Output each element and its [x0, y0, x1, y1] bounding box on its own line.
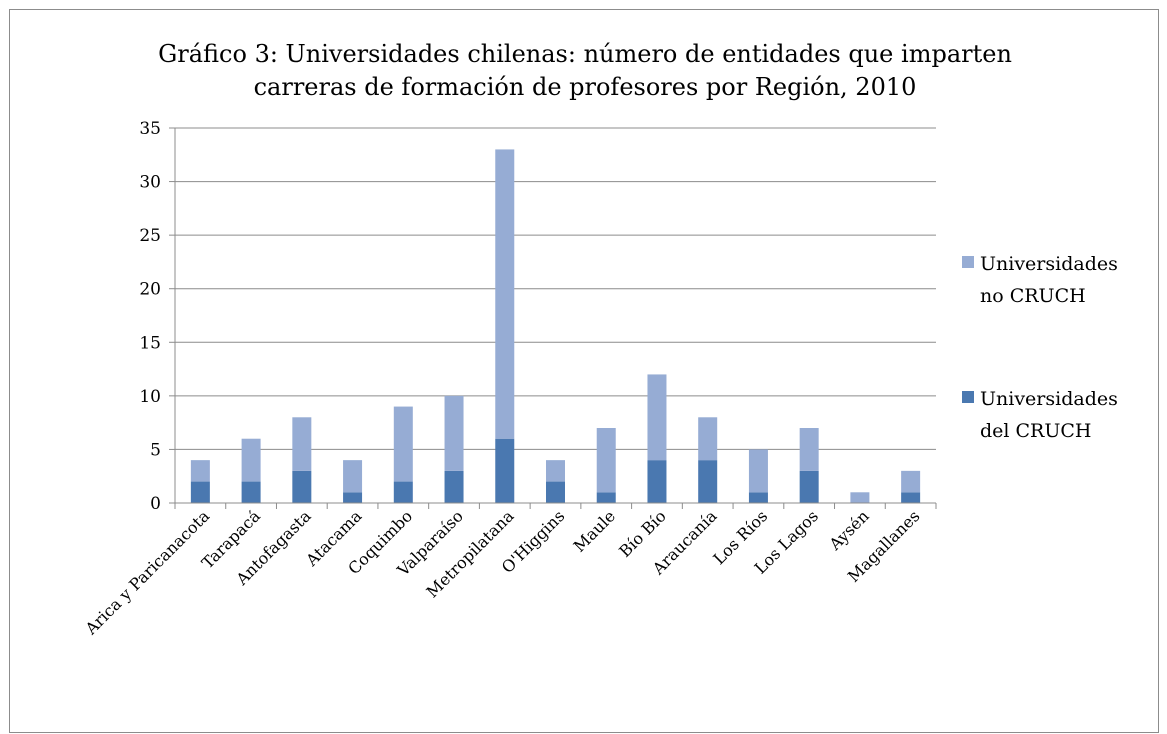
- y-tick-label: 5: [150, 440, 161, 460]
- x-category-label: Metropilatana: [423, 506, 518, 601]
- bar-segment-cruch: [241, 481, 261, 503]
- bar-segment-no-cruch: [698, 417, 718, 461]
- bar-segment-no-cruch: [850, 492, 870, 503]
- bar-segment-cruch: [444, 470, 464, 503]
- bar-segment-cruch: [799, 470, 819, 503]
- bar-segment-no-cruch: [799, 428, 819, 471]
- bar-segment-cruch: [292, 470, 312, 503]
- bar-segment-no-cruch: [495, 149, 515, 439]
- bar-segment-no-cruch: [241, 438, 261, 482]
- chart-svg: Gráfico 3: Universidades chilenas: númer…: [81, 40, 1118, 639]
- bar-segment-no-cruch: [596, 428, 616, 493]
- bar-segment-cruch: [393, 481, 413, 503]
- y-tick-label: 10: [139, 387, 161, 407]
- bar-segment-cruch: [190, 481, 210, 503]
- bar-segment-no-cruch: [190, 460, 210, 482]
- bar-segment-no-cruch: [546, 460, 565, 482]
- chart-title-line: Gráfico 3: Universidades chilenas: númer…: [158, 40, 1012, 68]
- bar-segment-cruch: [596, 492, 616, 503]
- bar-segment-cruch: [546, 481, 565, 503]
- bar-segment-cruch: [647, 460, 667, 503]
- bar-segment-no-cruch: [748, 449, 768, 493]
- x-axis-category-labels: Arica y ParicanacotaTarapacáAntofagastaA…: [81, 506, 924, 639]
- bar-segment-no-cruch: [901, 470, 921, 493]
- bar-segment-cruch: [698, 460, 718, 503]
- y-axis-tick-labels: 0 5 10 15 20 25 30 35: [139, 119, 161, 514]
- bar-segment-cruch: [901, 492, 921, 503]
- x-category-label: Maule: [570, 506, 619, 555]
- legend-label: Universidades: [980, 253, 1118, 275]
- x-category-label: Arica y Paricanacota: [81, 506, 214, 639]
- y-tick-label: 30: [139, 173, 161, 193]
- chart-title-line: carreras de formación de profesores por …: [254, 73, 917, 101]
- legend-label: no CRUCH: [980, 285, 1086, 307]
- y-tick-label: 35: [139, 119, 161, 139]
- bar-segment-no-cruch: [647, 374, 667, 461]
- bars: [190, 149, 921, 503]
- chart-frame: Gráfico 3: Universidades chilenas: númer…: [9, 9, 1159, 733]
- bar-segment-no-cruch: [343, 460, 363, 493]
- y-tick-label: 15: [139, 333, 161, 353]
- y-tick-label: 0: [150, 494, 161, 514]
- bar-segment-cruch: [495, 438, 515, 503]
- legend-swatch: [962, 391, 974, 403]
- axes: [174, 128, 937, 509]
- y-tick-label: 25: [139, 226, 161, 246]
- legend-swatch: [962, 256, 974, 268]
- legend-label: Universidades: [980, 388, 1118, 410]
- x-category-label: Aysén: [825, 506, 873, 554]
- bar-segment-no-cruch: [393, 406, 413, 482]
- legend-label: del CRUCH: [980, 420, 1092, 442]
- bar-segment-no-cruch: [444, 395, 464, 471]
- bar-segment-cruch: [748, 492, 768, 503]
- legend: Universidades no CRUCH Universidades del CR…: [962, 253, 1118, 442]
- chart-title: Gráfico 3: Universidades chilenas: númer…: [158, 40, 1012, 101]
- gridlines: [169, 127, 936, 504]
- y-tick-label: 20: [139, 280, 161, 300]
- bar-segment-cruch: [343, 492, 363, 503]
- bar-segment-no-cruch: [292, 417, 312, 471]
